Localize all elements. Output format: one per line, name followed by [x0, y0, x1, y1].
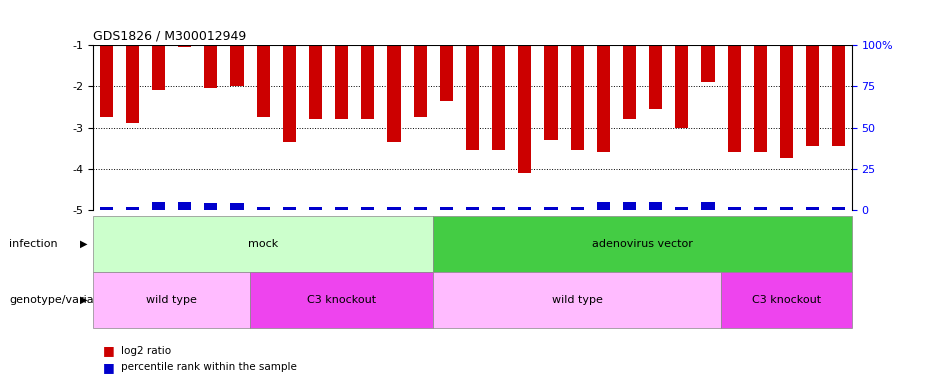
Bar: [126, 207, 139, 210]
Text: ■: ■: [102, 344, 115, 357]
Bar: [728, 4, 741, 152]
Bar: [283, 207, 296, 210]
Bar: [701, 202, 714, 210]
Text: mock: mock: [248, 239, 278, 249]
Text: ▶: ▶: [80, 295, 88, 305]
Bar: [100, 207, 113, 210]
Bar: [466, 207, 479, 210]
Bar: [492, 207, 506, 210]
Text: infection: infection: [9, 239, 58, 249]
Bar: [701, 4, 714, 82]
Text: ▶: ▶: [80, 239, 88, 249]
Bar: [126, 4, 139, 123]
Text: log2 ratio: log2 ratio: [121, 346, 171, 355]
Bar: [387, 207, 400, 210]
Bar: [649, 202, 662, 210]
Bar: [519, 207, 532, 210]
Bar: [204, 203, 217, 210]
Bar: [283, 4, 296, 142]
Text: ■: ■: [102, 361, 115, 374]
Text: percentile rank within the sample: percentile rank within the sample: [121, 363, 297, 372]
Bar: [780, 4, 793, 158]
Bar: [257, 4, 270, 117]
Bar: [257, 207, 270, 210]
Bar: [754, 207, 767, 210]
Bar: [571, 4, 584, 150]
Bar: [204, 4, 217, 88]
Bar: [571, 207, 584, 210]
Bar: [806, 207, 819, 210]
Bar: [545, 4, 558, 140]
Bar: [178, 202, 191, 210]
Text: C3 knockout: C3 knockout: [752, 295, 821, 305]
Bar: [413, 4, 426, 117]
Bar: [675, 4, 688, 128]
Bar: [832, 4, 845, 146]
Bar: [545, 207, 558, 210]
Bar: [492, 4, 506, 150]
Text: wild type: wild type: [552, 295, 602, 305]
Text: genotype/variation: genotype/variation: [9, 295, 115, 305]
Text: wild type: wild type: [146, 295, 197, 305]
Bar: [832, 207, 845, 210]
Bar: [649, 4, 662, 109]
Bar: [361, 4, 374, 119]
Bar: [152, 4, 165, 90]
Bar: [309, 207, 322, 210]
Text: C3 knockout: C3 knockout: [307, 295, 376, 305]
Bar: [231, 203, 244, 210]
Bar: [100, 4, 113, 117]
Bar: [623, 202, 636, 210]
Bar: [152, 202, 165, 210]
Bar: [519, 4, 532, 173]
Bar: [335, 4, 348, 119]
Bar: [728, 207, 741, 210]
Bar: [623, 4, 636, 119]
Bar: [439, 4, 452, 101]
Bar: [387, 4, 400, 142]
Bar: [597, 4, 610, 152]
Bar: [597, 202, 610, 210]
Bar: [754, 4, 767, 152]
Bar: [231, 4, 244, 86]
Bar: [335, 207, 348, 210]
Text: GDS1826 / M300012949: GDS1826 / M300012949: [93, 30, 247, 42]
Bar: [178, 4, 191, 47]
Bar: [361, 207, 374, 210]
Text: adenovirus vector: adenovirus vector: [592, 239, 693, 249]
Bar: [413, 207, 426, 210]
Bar: [309, 4, 322, 119]
Bar: [466, 4, 479, 150]
Bar: [439, 207, 452, 210]
Bar: [806, 4, 819, 146]
Bar: [780, 207, 793, 210]
Bar: [675, 207, 688, 210]
